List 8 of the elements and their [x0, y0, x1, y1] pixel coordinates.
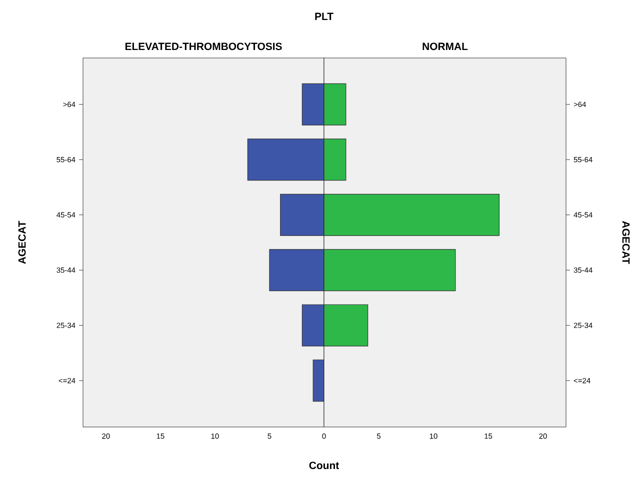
- bar: [280, 194, 324, 236]
- y-axis-title: AGECAT: [622, 221, 630, 264]
- chart-subtitle: ELEVATED-THROMBOCYTOSIS: [125, 42, 282, 50]
- chart-title: PLT: [315, 12, 334, 20]
- y-axis-title: AGECAT: [18, 220, 26, 264]
- chart-subtitle: NORMAL: [422, 42, 468, 50]
- bar: [312, 360, 324, 402]
- x-axis-title: Count: [309, 462, 339, 470]
